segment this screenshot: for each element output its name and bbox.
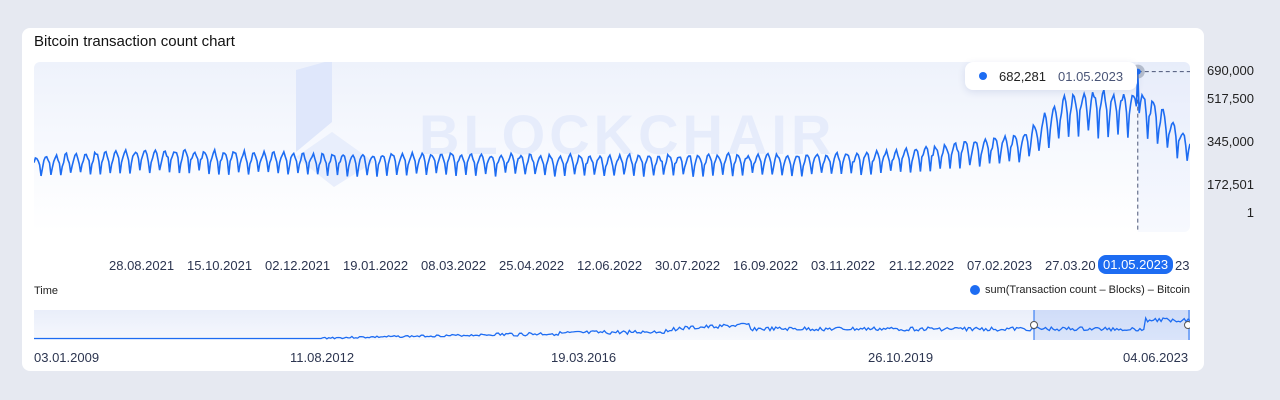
x-tick: 27.03.20 (1045, 258, 1096, 273)
x-tick: 30.07.2022 (655, 258, 721, 273)
x-tick: 19.01.2022 (343, 258, 409, 273)
x-tick: 23 (1175, 258, 1190, 273)
y-tick: 345,000 (1207, 134, 1254, 149)
x-tick: 02.12.2021 (265, 258, 331, 273)
navigator-tick: 19.03.2016 (551, 350, 617, 365)
y-tick: 172,501 (1207, 177, 1254, 192)
series-dot-icon (979, 72, 987, 80)
x-tick: 15.10.2021 (187, 258, 253, 273)
legend-dot-icon (969, 285, 980, 295)
navigator-tick: 03.01.2009 (34, 350, 100, 365)
x-tick: 07.02.2023 (967, 258, 1033, 273)
tooltip: 682,281 01.05.2023 (965, 62, 1138, 90)
y-tick: 690,000 (1207, 63, 1254, 78)
x-tick: 12.06.2022 (577, 258, 643, 273)
x-tick: 28.08.2021 (109, 258, 175, 273)
x-tick: 08.03.2022 (421, 258, 487, 273)
x-tick: 21.12.2022 (889, 258, 955, 273)
legend-label: sum(Transaction count – Blocks) – Bitcoi… (984, 284, 1190, 296)
main-plot-area[interactable]: BLOCKCHAIR (34, 62, 1190, 232)
navigator-selection[interactable] (1034, 310, 1190, 340)
tooltip-value: 682,281 (999, 68, 1046, 84)
y-tick: 517,500 (1207, 91, 1254, 106)
x-tick: 16.09.2022 (733, 258, 799, 273)
navigator-tick: 26.10.2019 (868, 350, 934, 365)
x-axis-label: Time (34, 285, 59, 297)
tooltip-date: 01.05.2023 (1058, 68, 1124, 84)
legend-item[interactable]: sum(Transaction count – Blocks) – Bitcoi… (969, 284, 1190, 296)
navigator-tick: 11.08.2012 (290, 350, 355, 365)
chart-title: Bitcoin transaction count chart (34, 33, 235, 50)
watermark-text: BLOCKCHAIR (419, 103, 836, 166)
navigator-tick: 04.06.2023 (1123, 350, 1189, 365)
y-tick: 1 (1246, 205, 1254, 220)
x-crosshair-label: 01.05.2023 (1098, 255, 1174, 274)
navigator[interactable] (34, 310, 1190, 340)
x-tick: 03.11.2022 (811, 258, 876, 273)
navigator-series (34, 310, 1190, 340)
x-tick: 25.04.2022 (499, 258, 565, 273)
line-series (34, 62, 1190, 232)
